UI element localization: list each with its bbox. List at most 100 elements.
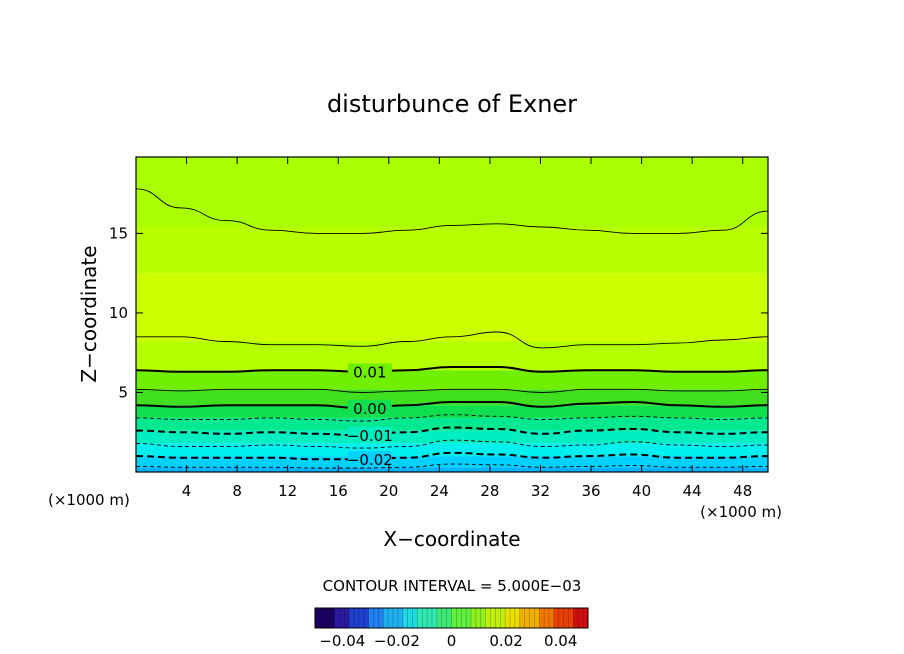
contour-label-bg — [347, 363, 392, 380]
colorbar-segment — [393, 608, 399, 628]
fill-band — [136, 389, 768, 406]
fill-band — [136, 456, 768, 468]
colorbar-segment — [412, 608, 418, 628]
contour-line — [136, 451, 768, 461]
colorbar-segment — [383, 608, 389, 628]
colorbar-segment — [422, 608, 428, 628]
contour-line — [136, 400, 768, 410]
contour-label: −0.02 — [347, 451, 393, 469]
colorbar-segment — [583, 608, 589, 628]
colorbar-segment — [407, 608, 413, 628]
x-tick-label: 28 — [480, 482, 499, 500]
colorbar-segment — [368, 608, 374, 628]
colorbar-segment — [549, 608, 555, 628]
colorbar-segment — [354, 608, 360, 628]
contour-label-bg — [347, 450, 392, 467]
colorbar-tick-label: −0.04 — [319, 632, 365, 650]
fill-band — [136, 370, 768, 390]
colorbar-tick-label: −0.02 — [374, 632, 420, 650]
colorbar-segment — [319, 608, 326, 628]
colorbar-segment — [417, 608, 423, 628]
colorbar-tick-label: 0.02 — [489, 632, 522, 650]
colorbar-segment — [578, 608, 584, 628]
contour-line — [136, 366, 768, 373]
fill-band — [136, 430, 768, 444]
contour-line — [136, 426, 768, 437]
colorbar-segment — [432, 608, 438, 628]
colorbar-segment — [466, 608, 472, 628]
colorbar-segment — [397, 608, 404, 628]
y-tick-label: 5 — [118, 383, 128, 401]
x-tick-label: 12 — [278, 482, 297, 500]
colorbar-segment — [339, 608, 345, 628]
colorbar-segment — [510, 608, 516, 628]
colorbar-segment — [456, 608, 462, 628]
fill-band — [136, 227, 768, 274]
colorbar-segment — [529, 608, 535, 628]
contour-line — [136, 388, 768, 393]
x-unit-right: (×1000 m) — [700, 503, 782, 521]
colorbar-segment — [480, 608, 487, 628]
contour-label: −0.01 — [347, 427, 393, 445]
fill-band — [136, 157, 768, 227]
colorbar-segment — [490, 608, 496, 628]
colorbar-segment — [373, 608, 379, 628]
colorbar-segment — [451, 608, 457, 628]
colorbar-segment — [475, 608, 482, 628]
x-tick-label: 24 — [430, 482, 449, 500]
x-tick-label: 16 — [329, 482, 348, 500]
plot-frame — [135, 156, 769, 473]
x-tick-label: 8 — [232, 482, 242, 500]
colorbar-segment — [505, 608, 511, 628]
fill-band — [136, 443, 768, 457]
plot-area: 0.010.00−0.01−0.024 8 12 16 20 24 28 32 36 40 44 48… — [109, 156, 769, 500]
contour-line — [136, 463, 768, 469]
colorbar-segment — [553, 608, 560, 628]
colorbar-tick-label: 0 — [447, 632, 457, 650]
colorbar-segment — [519, 608, 526, 628]
colorbar: −0.04 −0.02 0 0.02 0.04 — [314, 607, 589, 650]
x-tick-label: 4 — [182, 482, 192, 500]
contour-label-bg — [347, 426, 392, 443]
contour-interval-label: CONTOUR INTERVAL = 5.000E−03 — [323, 577, 582, 595]
colorbar-segment — [315, 608, 321, 628]
colorbar-segment — [558, 608, 565, 628]
y-axis-label: Z−coordinate — [77, 245, 101, 382]
colorbar-segment — [402, 608, 409, 628]
colorbar-segment — [446, 608, 452, 628]
colorbar-segment — [388, 608, 394, 628]
colorbar-segment — [485, 608, 491, 628]
x-tick-label: 20 — [379, 482, 398, 500]
fill-band — [136, 273, 768, 342]
y-tick-label: 10 — [109, 304, 128, 322]
colorbar-segment — [358, 608, 365, 628]
colorbar-segment — [461, 608, 467, 628]
fill-band — [136, 405, 768, 418]
colorbar-segment — [514, 608, 521, 628]
x-tick-label: 44 — [683, 482, 702, 500]
x-tick-label: 36 — [581, 482, 600, 500]
colorbar-tick-label: 0.04 — [544, 632, 577, 650]
colorbar-segment — [563, 608, 569, 628]
colorbar-segment — [544, 608, 550, 628]
colorbar-segment — [524, 608, 530, 628]
colorbar-segment — [534, 608, 540, 628]
colorbar-segment — [441, 608, 448, 628]
fill-band — [136, 467, 768, 472]
colorbar-segment — [573, 608, 579, 628]
colorbar-segment — [500, 608, 506, 628]
contour-line — [136, 331, 768, 349]
contour-label: 0.00 — [353, 400, 386, 418]
fill-band — [136, 341, 768, 371]
colorbar-segment — [495, 608, 501, 628]
colorbar-segment — [539, 608, 545, 628]
contour-label: 0.01 — [353, 363, 386, 381]
colorbar-segment — [436, 608, 443, 628]
colorbar-segment — [349, 608, 355, 628]
colorbar-segment — [334, 608, 340, 628]
contour-line — [136, 414, 768, 422]
colorbar-segment — [471, 608, 477, 628]
colorbar-segment — [344, 608, 350, 628]
contour-line — [136, 188, 768, 234]
